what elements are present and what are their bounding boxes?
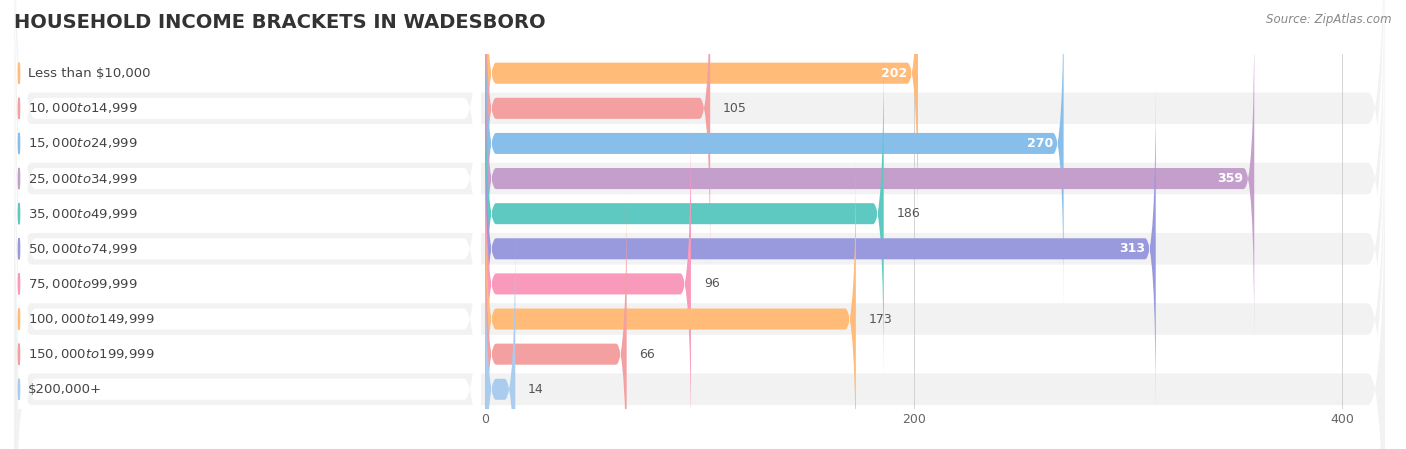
FancyBboxPatch shape [14,54,1385,449]
Text: Source: ZipAtlas.com: Source: ZipAtlas.com [1267,13,1392,26]
Text: 359: 359 [1218,172,1243,185]
Text: 105: 105 [723,102,747,115]
FancyBboxPatch shape [14,0,1385,444]
FancyBboxPatch shape [485,0,710,273]
FancyBboxPatch shape [485,224,515,449]
FancyBboxPatch shape [14,89,1385,449]
FancyBboxPatch shape [485,0,1063,308]
Text: 313: 313 [1119,242,1144,255]
FancyBboxPatch shape [18,119,481,449]
Text: $50,000 to $74,999: $50,000 to $74,999 [28,242,138,256]
Text: HOUSEHOLD INCOME BRACKETS IN WADESBORO: HOUSEHOLD INCOME BRACKETS IN WADESBORO [14,13,546,32]
FancyBboxPatch shape [485,189,627,449]
Text: 173: 173 [869,313,893,326]
FancyBboxPatch shape [14,0,1385,374]
FancyBboxPatch shape [485,119,690,449]
Text: $200,000+: $200,000+ [28,383,103,396]
Text: $100,000 to $149,999: $100,000 to $149,999 [28,312,155,326]
FancyBboxPatch shape [485,0,918,238]
FancyBboxPatch shape [18,0,481,343]
FancyBboxPatch shape [14,0,1385,339]
FancyBboxPatch shape [18,0,481,449]
Text: 96: 96 [704,277,720,291]
FancyBboxPatch shape [14,0,1385,409]
Text: 202: 202 [882,67,907,79]
FancyBboxPatch shape [485,48,884,379]
FancyBboxPatch shape [14,124,1385,449]
FancyBboxPatch shape [18,84,481,449]
Text: 270: 270 [1026,137,1053,150]
Text: 14: 14 [529,383,544,396]
FancyBboxPatch shape [18,48,481,449]
Text: $75,000 to $99,999: $75,000 to $99,999 [28,277,138,291]
FancyBboxPatch shape [14,0,1385,449]
Text: Less than $10,000: Less than $10,000 [28,67,150,79]
FancyBboxPatch shape [18,0,481,414]
Text: $35,000 to $49,999: $35,000 to $49,999 [28,207,138,220]
FancyBboxPatch shape [18,0,481,449]
Text: 66: 66 [640,348,655,361]
Text: $10,000 to $14,999: $10,000 to $14,999 [28,101,138,115]
FancyBboxPatch shape [14,19,1385,449]
Text: $15,000 to $24,999: $15,000 to $24,999 [28,136,138,150]
FancyBboxPatch shape [485,84,1156,414]
FancyBboxPatch shape [18,13,481,449]
FancyBboxPatch shape [18,0,481,449]
Text: $25,000 to $34,999: $25,000 to $34,999 [28,172,138,185]
FancyBboxPatch shape [485,154,856,449]
Text: 186: 186 [897,207,921,220]
Text: $150,000 to $199,999: $150,000 to $199,999 [28,347,155,361]
FancyBboxPatch shape [18,0,481,379]
FancyBboxPatch shape [14,0,1385,449]
FancyBboxPatch shape [485,13,1254,343]
